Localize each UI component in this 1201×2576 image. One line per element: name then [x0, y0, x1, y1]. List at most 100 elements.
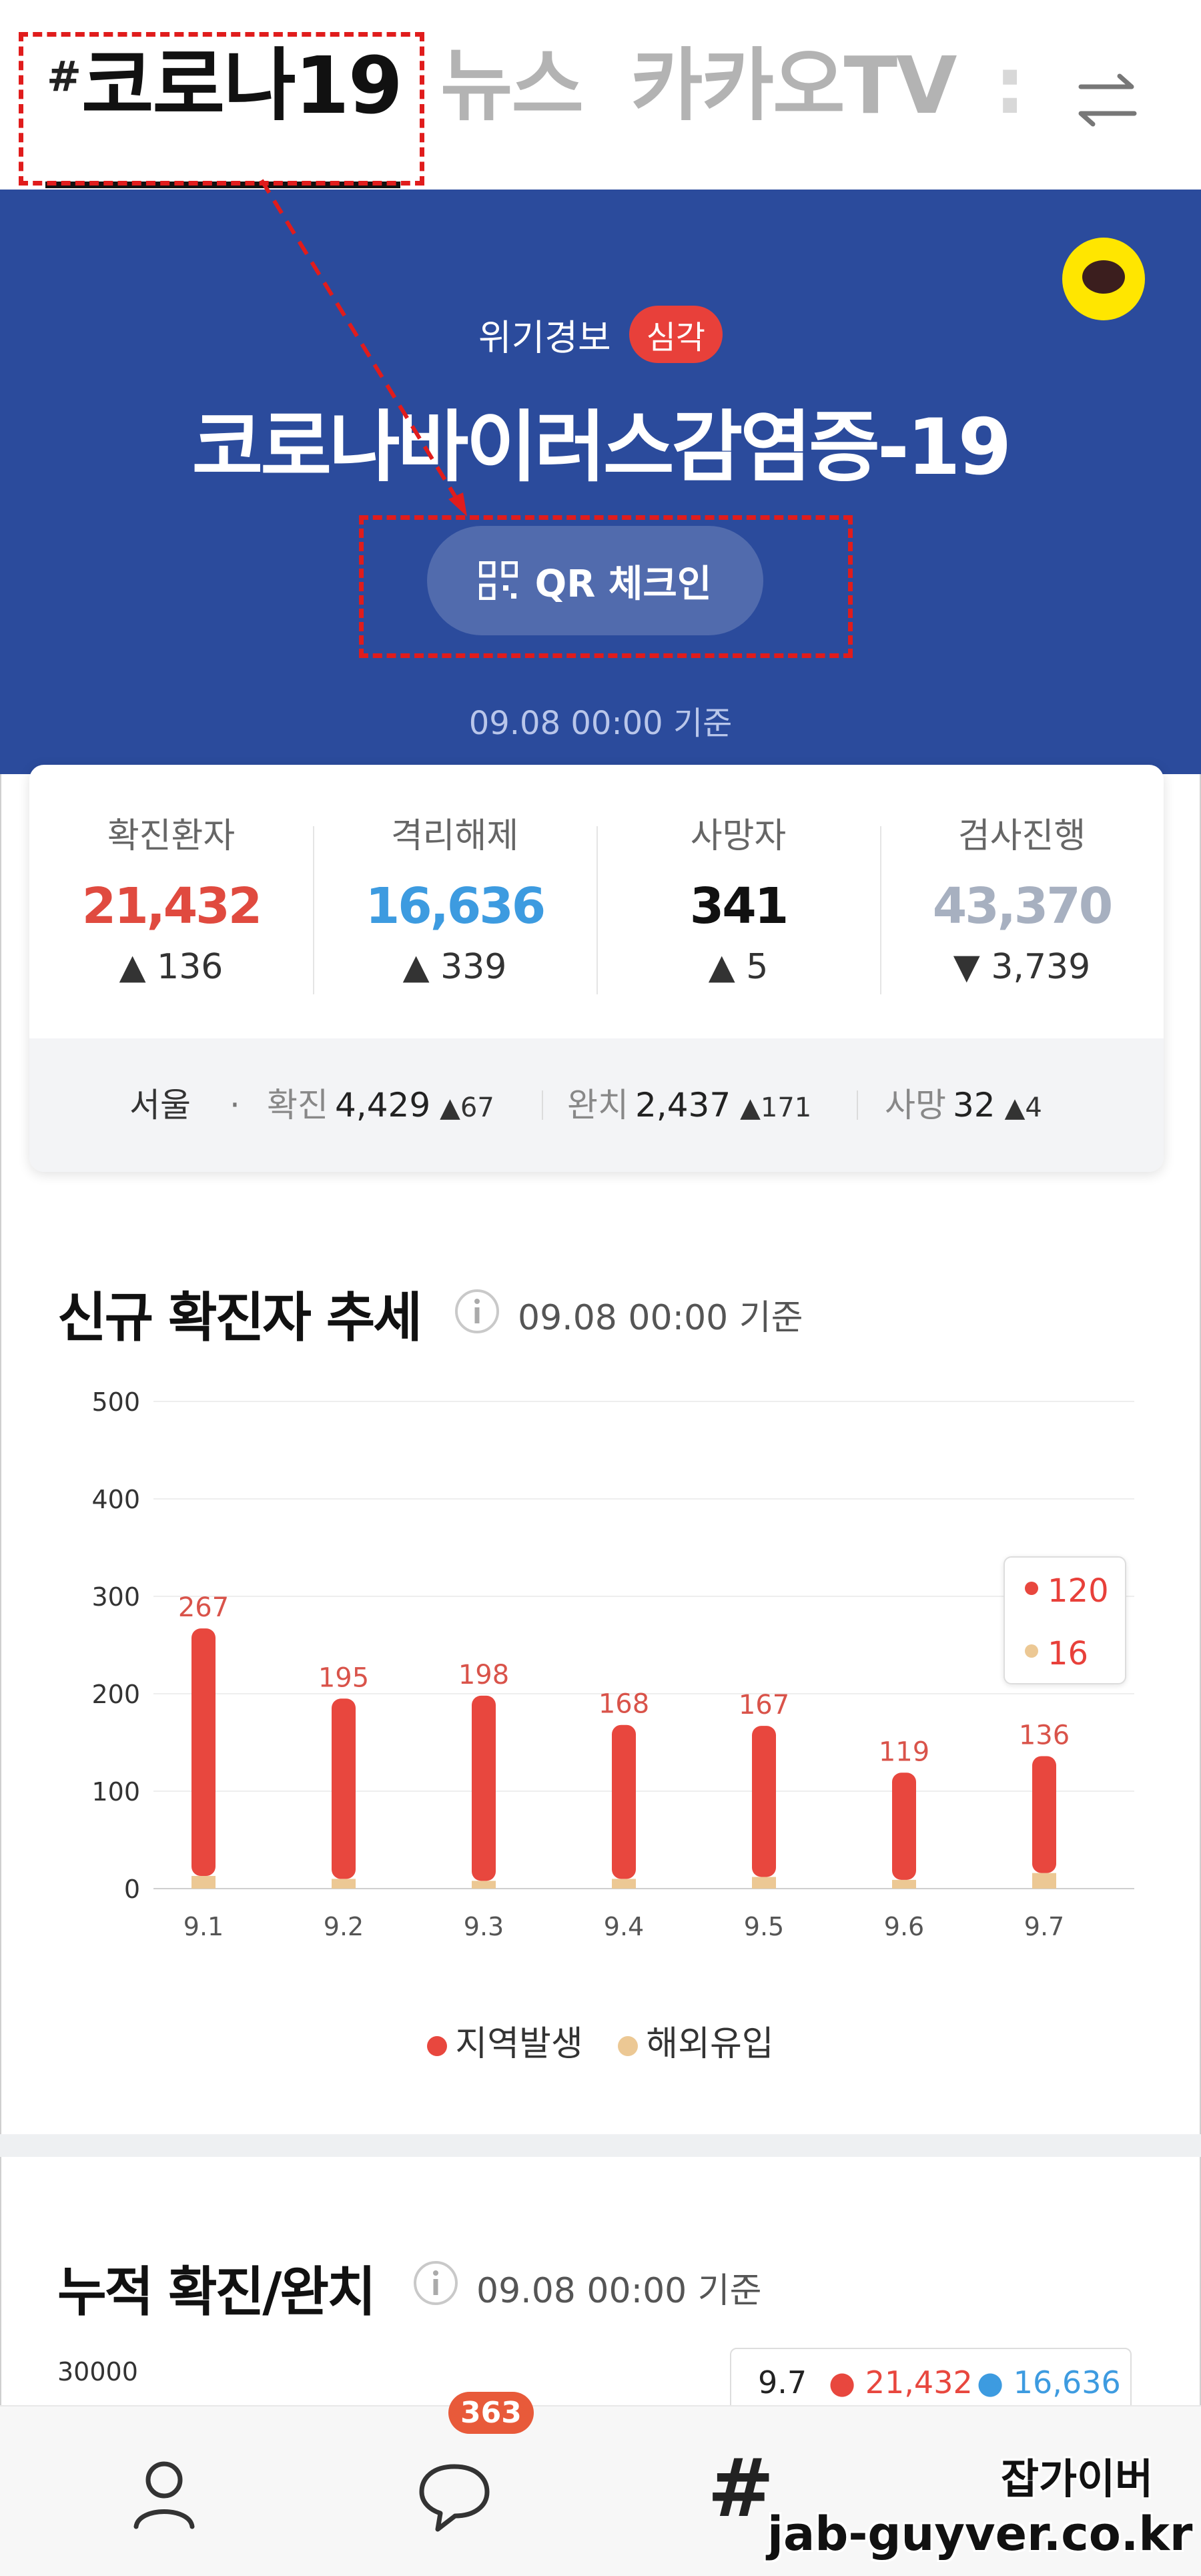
y-tick-label: 500: [91, 1387, 140, 1417]
stat-delta: ▲ 5: [708, 947, 769, 987]
hero-banner: [0, 190, 1201, 774]
qr-checkin-label: QR 체크인: [534, 562, 712, 606]
bar-local: [191, 1628, 216, 1877]
bar-local: [892, 1773, 916, 1880]
chat-bubble-icon[interactable]: [418, 2460, 491, 2533]
bar-local: [472, 1695, 496, 1881]
chart-tooltip: 120 16: [1004, 1556, 1126, 1684]
bar-local: [752, 1726, 776, 1877]
region-released: 완치 2,437 ▲171: [567, 1086, 812, 1124]
chart-legend: 지역발생 해외유입: [0, 2015, 1201, 2065]
section-divider: [0, 2134, 1201, 2157]
data-label: 195: [318, 1662, 369, 1693]
watermark-text: 잡가이버: [1001, 2455, 1154, 2503]
stat-value: 341: [689, 878, 789, 935]
stat-delta: ▲ 339: [402, 947, 507, 987]
y-tick-label: 200: [91, 1680, 140, 1709]
data-label: 168: [598, 1689, 649, 1720]
cumulative-as-of: 09.08 00:00 기준: [476, 2271, 762, 2311]
stat-delta: ▲ 136: [119, 947, 224, 987]
legend-local[interactable]: 지역발생: [427, 2015, 583, 2065]
bar-imported: [191, 1876, 216, 1889]
bottom-nav: [0, 2405, 1201, 2576]
tab-corona19[interactable]: 코로나19: [81, 39, 403, 131]
region-summary-row[interactable]: 서울 · 확진 4,429 ▲67 완치 2,437 ▲171 사망 32 ▲4: [29, 1038, 1164, 1172]
divider: [596, 826, 598, 994]
y-tick-label: 0: [124, 1875, 140, 1904]
x-tick-label: 9.5: [744, 1912, 784, 1941]
stat-value: 16,636: [365, 878, 546, 935]
bar-imported: [892, 1879, 916, 1889]
divider: [880, 826, 881, 994]
bar-local: [1032, 1756, 1056, 1873]
tooltip-date: 9.7: [758, 2364, 807, 2400]
data-label: 167: [739, 1690, 789, 1720]
new-cases-title: 신규 확진자 추세: [57, 1287, 422, 1349]
stat-deaths[interactable]: 사망자 341 ▲ 5: [596, 808, 880, 987]
bar-local: [612, 1724, 636, 1879]
hashtag-nav[interactable]: #: [707, 2443, 775, 2535]
bar-imported: [1032, 1873, 1056, 1889]
bar-imported: [752, 1877, 776, 1889]
stat-label: 검사진행: [957, 816, 1086, 856]
bar-imported: [332, 1879, 356, 1889]
stat-label: 사망자: [690, 816, 787, 856]
bar-imported: [472, 1881, 496, 1889]
stat-label: 격리해제: [390, 816, 519, 856]
data-label: 136: [1019, 1720, 1070, 1750]
bar-local: [332, 1698, 356, 1879]
kakao-talk-icon[interactable]: [1062, 238, 1145, 320]
person-icon[interactable]: [131, 2457, 197, 2531]
x-tick-label: 9.7: [1024, 1912, 1064, 1941]
stats-card: 확진환자 21,432 ▲ 136 격리해제 16,636 ▲ 339 사망자 …: [29, 765, 1164, 1172]
bullet-dot: ·: [230, 1086, 240, 1124]
callout-arrow: [260, 179, 467, 517]
stat-value: 43,370: [932, 878, 1114, 935]
cumulative-title: 누적 확진/완치: [57, 2261, 376, 2323]
alert-label: 위기경보: [478, 316, 611, 359]
bar-imported: [612, 1879, 636, 1889]
stat-label: 확진환자: [107, 816, 236, 856]
stat-confirmed[interactable]: 확진환자 21,432 ▲ 136: [29, 808, 313, 987]
region-name: 서울: [129, 1086, 191, 1124]
info-icon[interactable]: [412, 2260, 459, 2306]
x-tick-label: 9.6: [884, 1912, 924, 1941]
y-tick-label: 300: [91, 1582, 140, 1612]
tooltip-confirmed: ● 21,432: [829, 2364, 973, 2400]
tab-news[interactable]: 뉴스: [440, 39, 584, 131]
qr-code-icon: [478, 561, 518, 600]
new-cases-chart: 0 100 200 300 400 500 267 9.1 195 9.2 198 9.3 168 9.4…: [91, 1387, 1134, 1941]
hash-mark: #: [47, 52, 81, 101]
stat-released[interactable]: 격리해제 16,636 ▲ 339: [313, 808, 596, 987]
x-tick-label: 9.4: [604, 1912, 644, 1941]
y-tick-label: 100: [91, 1777, 140, 1807]
region-deaths: 사망 32 ▲4: [885, 1086, 1042, 1124]
y-tick-label: 400: [91, 1485, 140, 1514]
qr-checkin-button[interactable]: QR 체크인: [427, 526, 763, 635]
divider: [313, 826, 314, 994]
data-label: 198: [458, 1660, 509, 1690]
alert-level-badge: 심각: [629, 306, 723, 363]
data-label: 119: [879, 1736, 929, 1767]
divider: [542, 1090, 543, 1120]
swap-arrows-icon[interactable]: [1074, 67, 1141, 133]
chat-badge: 363: [448, 2392, 534, 2434]
stat-delta: ▼ 3,739: [953, 947, 1091, 987]
hero-as-of: 09.08 00:00 기준: [468, 705, 733, 742]
legend-imported[interactable]: 해외유입: [618, 2015, 774, 2065]
tab-more[interactable]: :: [994, 39, 1026, 131]
callout-box-tab: [19, 32, 424, 186]
region-confirmed: 확진 4,429 ▲67: [267, 1086, 494, 1124]
watermark-url: jab-guyver.co.kr: [767, 2507, 1193, 2561]
tooltip-local-value: 120: [1048, 1572, 1109, 1610]
callout-box-qr: [359, 515, 853, 658]
y-axis-tick: 30000: [57, 2357, 138, 2386]
tooltip-imported-value: 16: [1048, 1635, 1089, 1672]
data-label: 267: [178, 1592, 229, 1623]
tooltip-released: ● 16,636: [977, 2364, 1121, 2400]
x-tick-label: 9.1: [183, 1912, 224, 1941]
x-tick-label: 9.3: [464, 1912, 504, 1941]
stat-testing[interactable]: 검사진행 43,370 ▼ 3,739: [880, 808, 1164, 987]
tab-kakaotv[interactable]: 카카오TV: [631, 39, 957, 131]
info-icon[interactable]: [454, 1288, 500, 1335]
